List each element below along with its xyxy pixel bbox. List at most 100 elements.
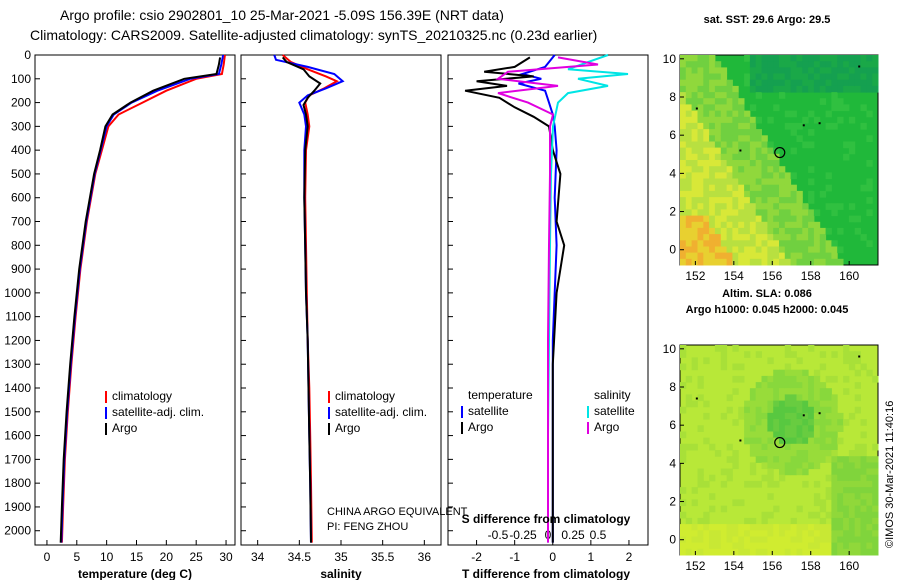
map-cell — [825, 122, 832, 130]
map-cell — [790, 234, 797, 241]
map-cell — [685, 203, 693, 210]
map-cell — [709, 505, 716, 513]
map-cell — [819, 258, 827, 266]
map-cell — [796, 536, 803, 544]
map-cell — [720, 252, 728, 260]
map-cell — [680, 98, 687, 105]
map-cell — [755, 382, 762, 389]
map-cell — [808, 443, 815, 451]
map-cell — [813, 462, 821, 470]
map-cell — [784, 67, 792, 75]
map-y-tick-label: 10 — [663, 52, 677, 66]
map-cell — [802, 524, 809, 531]
map-cell — [854, 468, 861, 476]
map-cell — [784, 178, 792, 186]
map-cell — [860, 55, 867, 62]
map-y-tick-label: 4 — [669, 166, 676, 180]
map-cell — [685, 73, 693, 81]
map-cell — [784, 425, 792, 432]
map-cell — [819, 517, 827, 525]
map-cell — [709, 73, 716, 81]
map-cell — [714, 141, 722, 149]
map-cell — [709, 153, 716, 161]
map-cell — [720, 172, 728, 180]
map-cell — [714, 104, 722, 112]
map-cell — [685, 197, 693, 204]
map-cell — [808, 412, 815, 420]
map-cell — [831, 240, 838, 247]
map-y-tick-label: 8 — [669, 90, 676, 104]
map-cell — [691, 190, 698, 198]
series-line-satellite-adj-clim- — [60, 54, 225, 543]
map-cell — [854, 215, 861, 223]
map-cell — [796, 468, 803, 476]
map-cell — [825, 456, 832, 463]
map-cell — [813, 536, 821, 544]
map-cell — [866, 456, 873, 463]
map-cell — [714, 160, 722, 167]
map-cell — [837, 258, 844, 266]
map-cell — [680, 363, 687, 371]
map-cell — [744, 184, 751, 192]
depth-tick-label: 1800 — [4, 476, 31, 490]
map-cell — [866, 178, 873, 186]
map-cell — [866, 480, 873, 488]
map-cell — [802, 406, 809, 414]
map-cell — [808, 110, 815, 118]
map-cell — [755, 351, 762, 358]
map-cell — [720, 197, 728, 204]
map-cell — [755, 67, 762, 75]
map-cell — [685, 443, 693, 451]
map-cell — [825, 493, 832, 500]
map-cell — [714, 85, 722, 93]
map-cell — [831, 61, 838, 68]
map-cell — [714, 536, 722, 544]
map-cell — [749, 258, 757, 266]
map-cell — [790, 369, 797, 377]
map-cell — [854, 524, 861, 531]
map-cell — [790, 351, 797, 358]
map-cell — [813, 530, 821, 537]
map-cell — [831, 480, 838, 488]
map-cell — [848, 55, 856, 62]
map-cell — [709, 542, 716, 550]
map-cell — [732, 104, 739, 112]
map-cell — [860, 61, 867, 68]
map-cell — [802, 412, 809, 420]
map-cell — [796, 505, 803, 513]
map-cell — [872, 536, 879, 544]
map-cell — [714, 252, 722, 260]
map-cell — [819, 351, 827, 358]
map-cell — [848, 61, 856, 68]
map-cell — [714, 258, 722, 266]
map-cell — [703, 548, 710, 556]
map-cell — [749, 480, 757, 488]
map-cell — [790, 437, 797, 445]
map-cell — [790, 190, 797, 198]
map-cell — [866, 135, 873, 142]
map-cell — [680, 499, 687, 507]
map-cell — [802, 141, 809, 149]
map-cell — [831, 203, 838, 210]
map-cell — [767, 197, 774, 204]
map-cell — [808, 240, 815, 247]
map-cell — [790, 85, 797, 93]
map-cell — [837, 227, 844, 235]
map-cell — [848, 517, 856, 525]
map-cell — [825, 55, 832, 62]
map-cell — [802, 468, 809, 476]
map-cell — [813, 382, 821, 389]
map-cell — [854, 357, 861, 365]
map-cell — [744, 536, 751, 544]
map-cell — [744, 419, 751, 426]
map-cell — [802, 116, 809, 124]
map-cell — [819, 234, 827, 241]
depth-tick-label: 100 — [11, 72, 31, 86]
map-cell — [825, 548, 832, 556]
map-cell — [784, 369, 792, 377]
map-cell — [784, 184, 792, 192]
map-cell — [796, 431, 803, 439]
map-cell — [790, 419, 797, 426]
map-cell — [825, 530, 832, 537]
map-x-tick-label: 156 — [762, 269, 782, 283]
